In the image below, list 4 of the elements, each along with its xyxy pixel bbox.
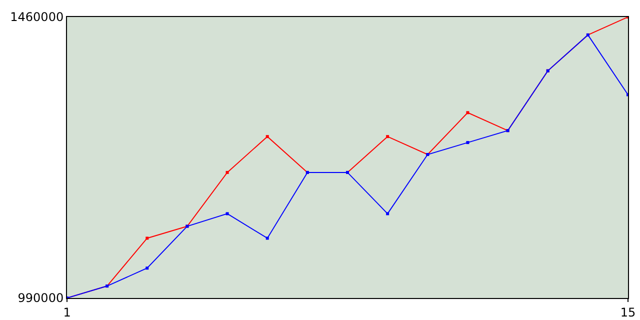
x-tick-label: 15 — [620, 305, 636, 320]
y-tick-label: 1460000 — [10, 10, 64, 24]
y-tick-label: 990000 — [18, 291, 64, 306]
x-tick-label: 1 — [63, 305, 71, 320]
